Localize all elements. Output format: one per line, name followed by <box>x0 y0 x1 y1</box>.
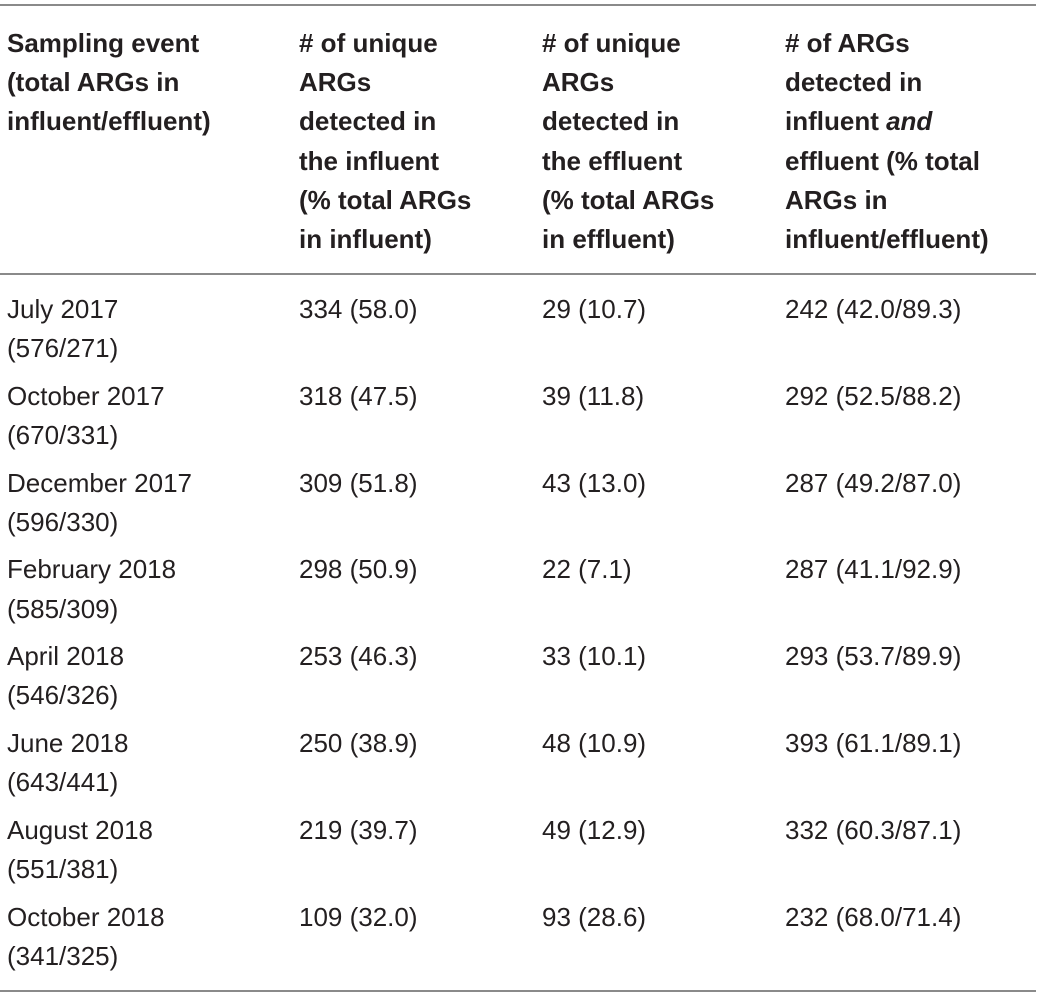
table-header-rule <box>0 273 1036 275</box>
cell-unique-influent: 253 (46.3) <box>299 641 418 672</box>
header-sampling-event: Sampling event (total ARGs in influent/e… <box>7 28 211 137</box>
header-unique-effluent: # of unique ARGs detected in the effluen… <box>542 28 715 255</box>
cell-unique-influent: 334 (58.0) <box>299 294 418 324</box>
cell-shared-args: 287 (49.2/87.0) <box>785 467 962 498</box>
cell-sampling-event: April 2018 (546/326) <box>7 641 125 711</box>
cell-sampling-event: February 2018 (585/309) <box>7 554 177 624</box>
table-row: October 2018 (341/325) 109 (32.0) 93 (28… <box>0 898 1036 985</box>
table-header: Sampling event (total ARGs in influent/e… <box>0 24 1036 264</box>
cell-unique-effluent: 33 (10.1) <box>542 641 647 672</box>
cell-sampling-event: June 2018 (643/441) <box>7 727 129 798</box>
cell-sampling-event: August 2018 (551/381) <box>7 814 154 884</box>
cell-shared-args: 332 (60.3/87.1) <box>785 814 962 845</box>
cell-unique-effluent: 22 (7.1) <box>542 554 632 585</box>
cell-unique-effluent: 93 (28.6) <box>542 901 647 932</box>
cell-shared-args: 292 (52.5/88.2) <box>785 380 962 411</box>
table-row: February 2018 (585/309) 298 (50.9) 22 (7… <box>0 550 1036 637</box>
cell-unique-effluent: 43 (13.0) <box>542 467 647 498</box>
cell-unique-effluent: 39 (11.8) <box>542 380 645 411</box>
cell-unique-effluent: 48 (10.9) <box>542 727 647 758</box>
cell-shared-args: 242 (42.0/89.3) <box>785 294 962 324</box>
cell-sampling-event: October 2017 (670/331) <box>7 380 165 450</box>
table-top-rule <box>0 4 1036 6</box>
cell-unique-effluent: 49 (12.9) <box>542 814 647 845</box>
cell-unique-influent: 250 (38.9) <box>299 727 418 758</box>
cell-unique-influent: 109 (32.0) <box>299 901 418 932</box>
table-row: October 2017 (670/331) 318 (47.5) 39 (11… <box>0 377 1036 464</box>
table-row: April 2018 (546/326) 253 (46.3) 33 (10.1… <box>0 637 1036 724</box>
table-body: July 2017 (576/271) 334 (58.0) 29 (10.7)… <box>0 290 1036 984</box>
table-row: December 2017 (596/330) 309 (51.8) 43 (1… <box>0 464 1036 551</box>
table-row: June 2018 (643/441) 250 (38.9) 48 (10.9)… <box>0 724 1036 811</box>
cell-sampling-event: December 2017 (596/330) <box>7 467 192 537</box>
cell-unique-influent: 298 (50.9) <box>299 554 418 585</box>
cell-shared-args: 393 (61.1/89.1) <box>785 727 962 758</box>
header-shared-args-italic: and <box>886 106 933 137</box>
cell-unique-effluent: 29 (10.7) <box>542 294 647 324</box>
header-shared-args: # of ARGs detected in influent and efflu… <box>785 24 1035 259</box>
cell-shared-args: 232 (68.0/71.4) <box>785 901 962 932</box>
cell-unique-influent: 318 (47.5) <box>299 380 418 411</box>
cell-shared-args: 287 (41.1/92.9) <box>785 554 962 585</box>
header-unique-influent: # of unique ARGs detected in the influen… <box>299 28 472 255</box>
cell-sampling-event: October 2018 (341/325) <box>7 901 165 971</box>
header-shared-args-part2: effluent (% total ARGs in influent/efflu… <box>785 145 989 255</box>
header-shared-args-part1: # of ARGs detected in influent <box>785 28 923 137</box>
table-row: July 2017 (576/271) 334 (58.0) 29 (10.7)… <box>0 290 1036 377</box>
table-bottom-rule <box>0 990 1036 992</box>
table-row: August 2018 (551/381) 219 (39.7) 49 (12.… <box>0 811 1036 898</box>
cell-unique-influent: 219 (39.7) <box>299 814 418 845</box>
cell-shared-args: 293 (53.7/89.9) <box>785 641 962 672</box>
cell-sampling-event: July 2017 (576/271) <box>7 294 119 364</box>
cell-unique-influent: 309 (51.8) <box>299 467 418 498</box>
